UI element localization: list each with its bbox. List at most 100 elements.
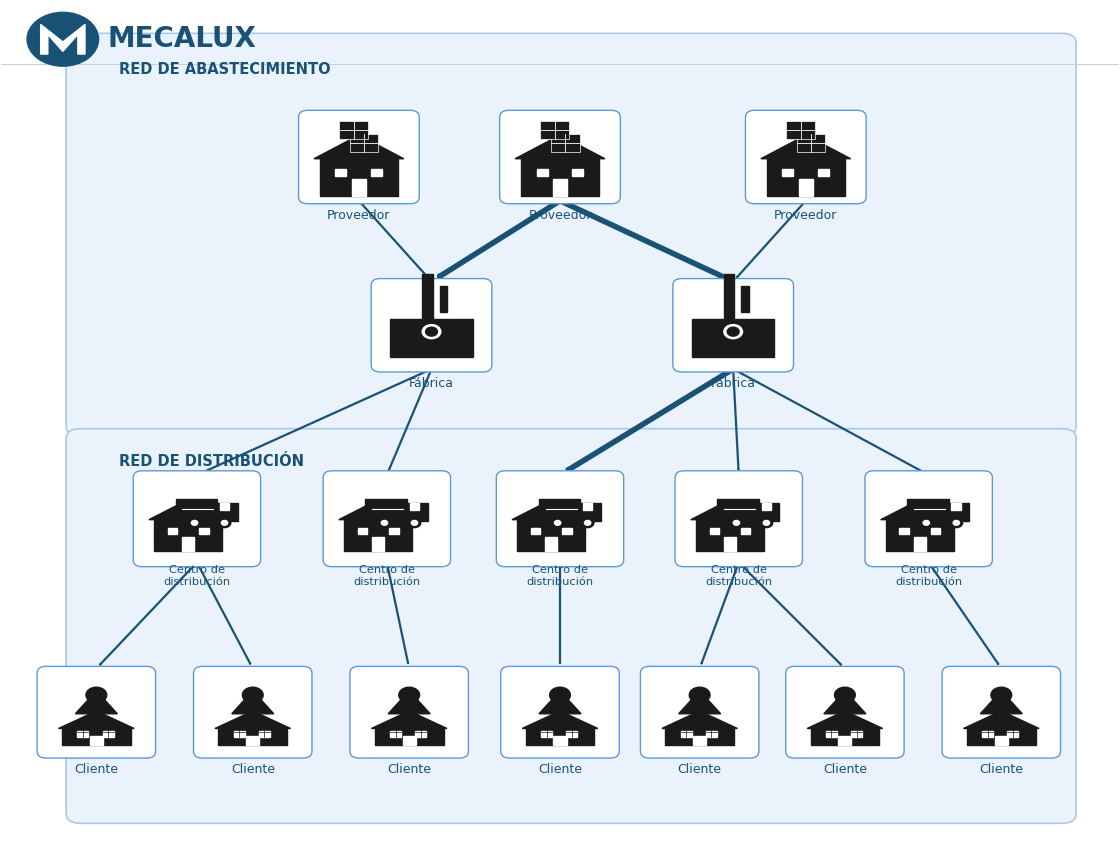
FancyBboxPatch shape [66,34,1076,436]
Bar [539,500,580,521]
Text: Cliente: Cliente [388,763,431,776]
Bar [545,537,558,551]
FancyBboxPatch shape [371,279,492,372]
Bar [949,503,970,521]
Bar [706,731,717,738]
FancyBboxPatch shape [496,471,624,566]
Circle shape [218,518,231,528]
Polygon shape [58,711,134,728]
Bar [758,503,780,521]
FancyBboxPatch shape [37,667,156,758]
FancyBboxPatch shape [500,111,620,203]
Bar [572,169,584,176]
Bar [851,731,862,738]
Bar [914,537,926,551]
Text: Proveedor: Proveedor [529,208,591,222]
FancyBboxPatch shape [551,134,579,152]
Circle shape [426,327,438,336]
Bar [741,285,748,312]
Circle shape [381,521,388,525]
FancyBboxPatch shape [501,667,619,758]
Polygon shape [314,135,404,159]
FancyBboxPatch shape [133,471,261,566]
Bar [907,500,949,521]
Bar [217,503,237,521]
Bar [525,728,595,745]
Circle shape [222,521,227,525]
FancyBboxPatch shape [786,122,815,139]
Text: RED DE ABASTECIMIENTO: RED DE ABASTECIMIENTO [119,62,330,77]
FancyBboxPatch shape [349,134,379,152]
Bar [375,728,444,745]
FancyBboxPatch shape [339,122,368,139]
FancyBboxPatch shape [641,667,759,758]
Bar [567,731,577,738]
Circle shape [727,327,739,336]
Circle shape [408,518,421,528]
Bar [982,731,993,738]
Bar [741,528,750,534]
Bar [799,179,813,196]
Bar [372,537,384,551]
Text: Cliente: Cliente [538,763,582,776]
Bar [234,731,245,738]
Bar [886,520,954,551]
Bar [103,731,113,738]
Circle shape [689,687,710,703]
Bar [582,503,592,511]
Bar [767,160,844,196]
Bar [692,319,774,357]
Bar [90,736,103,745]
Bar [390,731,401,738]
Bar [995,736,1008,745]
Polygon shape [880,500,959,520]
Circle shape [834,687,856,703]
Text: Centro de
distribución: Centro de distribución [526,565,594,587]
Bar [553,736,567,745]
Bar [416,731,427,738]
Bar [176,500,217,521]
Polygon shape [40,24,85,54]
Bar [931,528,941,534]
Bar [665,728,734,745]
Polygon shape [232,699,273,714]
Bar [839,736,851,745]
Polygon shape [515,135,605,159]
Bar [562,528,571,534]
Text: Cliente: Cliente [74,763,119,776]
Polygon shape [215,711,290,728]
Text: Cliente: Cliente [231,763,274,776]
Bar [352,179,366,196]
Circle shape [188,518,200,528]
Bar [357,528,367,534]
FancyBboxPatch shape [785,667,904,758]
Bar [710,528,719,534]
FancyBboxPatch shape [66,429,1076,823]
Bar [183,537,194,551]
Bar [724,537,736,551]
Text: Proveedor: Proveedor [327,208,391,222]
Bar [389,528,399,534]
Polygon shape [808,711,883,728]
Bar [553,179,567,196]
Bar [531,528,540,534]
Bar [952,503,961,511]
FancyBboxPatch shape [675,471,802,566]
Bar [521,160,599,196]
Circle shape [192,521,198,525]
FancyBboxPatch shape [349,667,468,758]
Circle shape [724,325,743,338]
Polygon shape [389,699,430,714]
Bar [372,169,382,176]
Polygon shape [75,699,118,714]
Polygon shape [522,711,598,728]
Text: Centro de
distribución: Centro de distribución [353,565,420,587]
Bar [541,731,552,738]
Circle shape [730,518,743,528]
Text: Fábrica: Fábrica [711,377,756,390]
Bar [344,520,412,551]
Text: Centro de
distribución: Centro de distribución [706,565,773,587]
FancyBboxPatch shape [673,279,793,372]
Bar [783,169,793,176]
Bar [967,728,1036,745]
